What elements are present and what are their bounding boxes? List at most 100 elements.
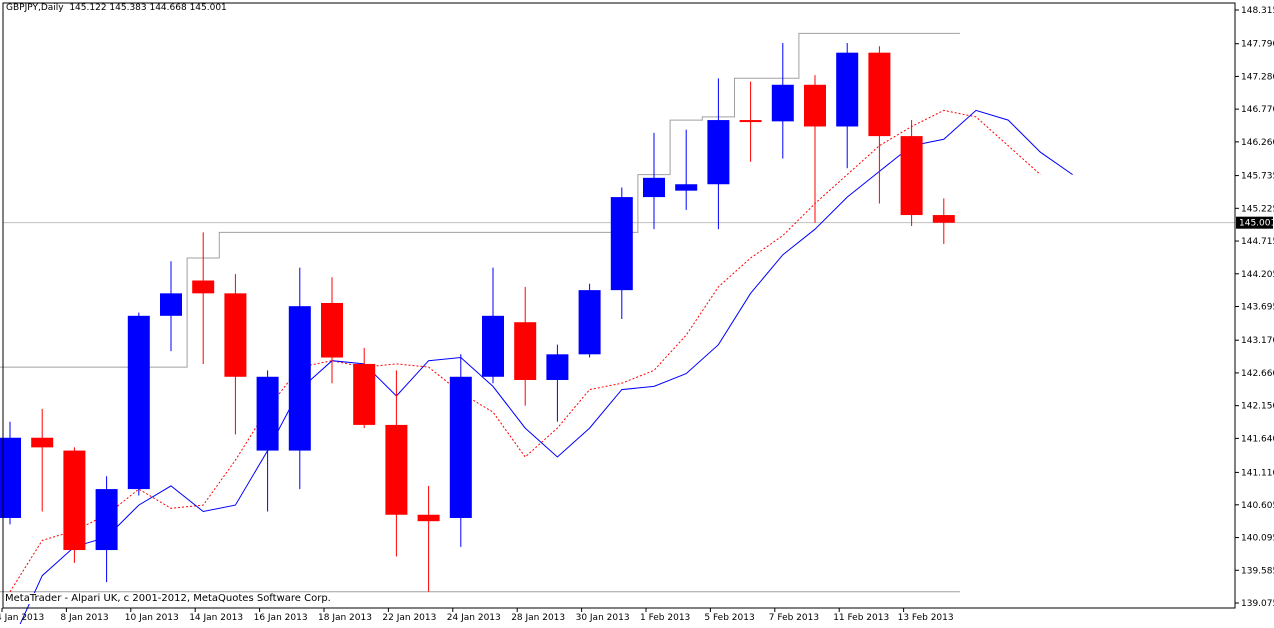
ohlc-readout: 145.122 145.383 144.668 145.001 [69, 3, 227, 13]
y-tick-label: 140.095 [1241, 534, 1274, 544]
candle-body [610, 197, 633, 291]
x-tick-label: 8 Jan 2013 [60, 613, 108, 623]
candle-0 [0, 421, 21, 525]
candle-body [643, 177, 665, 198]
x-tick-label: 10 Jan 2013 [125, 613, 179, 623]
x-tick-label: 4 Jan 2013 [0, 613, 44, 623]
candle-21 [675, 129, 698, 210]
candle-6 [192, 232, 215, 364]
candle-body [127, 315, 150, 490]
y-tick-label: 141.110 [1241, 468, 1274, 478]
candle-body [95, 489, 118, 551]
candle-body [449, 376, 472, 518]
y-tick-label: 146.260 [1241, 138, 1274, 148]
x-tick-label: 30 Jan 2013 [576, 613, 630, 623]
x-tick-label: 5 Feb 2013 [704, 613, 754, 623]
candle-body [900, 136, 923, 216]
copyright-label: MetaTrader - Alpari UK, c 2001-2012, Met… [5, 593, 331, 604]
x-tick-label: 11 Feb 2013 [833, 613, 889, 623]
candle-15 [482, 267, 504, 384]
candle-4 [127, 312, 150, 496]
candle-10 [321, 277, 343, 384]
candle-7 [224, 274, 247, 435]
candle-25 [804, 75, 826, 223]
candle-body [417, 514, 440, 522]
candle-18 [578, 283, 601, 358]
y-tick-label: 148.315 [1241, 6, 1274, 16]
ma-slow-line [17, 109, 1073, 628]
candle-body [385, 424, 408, 515]
candle-body [771, 84, 794, 122]
y-tick-label: 147.280 [1241, 72, 1274, 82]
candle-20 [643, 132, 665, 230]
y-tick-label: 142.660 [1241, 369, 1274, 379]
x-tick-label: 22 Jan 2013 [382, 613, 436, 623]
candle-body [224, 293, 247, 377]
plot-frame [2, 2, 1236, 609]
candle-body [868, 52, 891, 137]
candle-11 [353, 347, 376, 429]
ma-fast-line [9, 109, 1041, 593]
candle-12 [385, 370, 408, 557]
candle-body [482, 315, 504, 377]
candle-body [31, 437, 54, 448]
x-tick-label: 7 Feb 2013 [769, 613, 819, 623]
candle-body [707, 120, 730, 185]
candle-body [578, 290, 601, 355]
current-price-box [1236, 216, 1273, 229]
candle-body [321, 302, 343, 358]
candle-9 [288, 267, 311, 490]
chart-header: GBPJPY,Daily 145.122 145.383 144.668 145… [6, 3, 227, 13]
candle-24 [771, 43, 794, 159]
y-tick-label: 139.585 [1241, 566, 1274, 576]
candle-body [514, 322, 537, 380]
y-tick-label: 143.170 [1241, 336, 1274, 346]
y-tick-label: 142.150 [1241, 402, 1274, 412]
candle-body [546, 354, 569, 380]
y-tick-label: 145.735 [1241, 172, 1274, 182]
candle-1 [31, 408, 54, 512]
symbol-label: GBPJPY,Daily [6, 3, 64, 13]
x-tick-label: 14 Jan 2013 [189, 613, 243, 623]
current-price-label: 145.001 [1239, 219, 1274, 229]
channel-upper-line [0, 32, 960, 368]
y-tick-label: 140.605 [1241, 501, 1274, 511]
candle-5 [160, 261, 182, 352]
y-tick-label: 147.790 [1241, 40, 1274, 50]
candle-3 [95, 476, 118, 583]
candle-27 [868, 46, 891, 204]
candle-body [804, 84, 826, 127]
candle-body [192, 280, 215, 294]
x-tick-label: 1 Feb 2013 [640, 613, 690, 623]
candle-26 [836, 43, 859, 169]
candle-body [160, 293, 182, 316]
y-tick-label: 143.695 [1241, 303, 1274, 313]
candle-13 [417, 485, 440, 592]
candle-body [256, 376, 279, 451]
candle-22 [707, 78, 730, 230]
candle-body [288, 306, 311, 451]
x-tick-label: 24 Jan 2013 [447, 613, 501, 623]
candle-body [0, 437, 21, 518]
x-tick-label: 18 Jan 2013 [318, 613, 372, 623]
candle-23 [739, 81, 762, 162]
candle-body [836, 52, 859, 127]
candle-body [739, 120, 762, 123]
candle-body [353, 363, 376, 425]
x-tick-label: 28 Jan 2013 [511, 613, 565, 623]
candle-body [675, 184, 698, 191]
candle-body [63, 450, 86, 551]
y-tick-label: 141.640 [1241, 434, 1274, 444]
y-tick-label: 144.205 [1241, 270, 1274, 280]
y-tick-label: 146.770 [1241, 105, 1274, 115]
x-tick-label: 16 Jan 2013 [254, 613, 308, 623]
candle-29 [932, 198, 955, 244]
y-tick-label: 139.075 [1241, 599, 1274, 609]
candle-8 [256, 370, 279, 512]
candle-body [932, 215, 955, 223]
x-tick-label: 13 Feb 2013 [898, 613, 954, 623]
candle-28 [900, 120, 923, 226]
candle-17 [546, 344, 569, 422]
